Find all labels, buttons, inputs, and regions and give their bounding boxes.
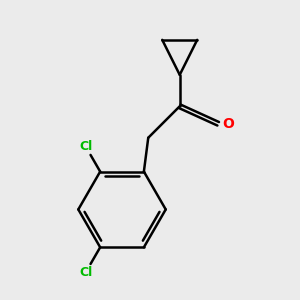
Text: Cl: Cl xyxy=(79,266,92,279)
Text: O: O xyxy=(222,118,234,131)
Text: Cl: Cl xyxy=(79,140,92,153)
